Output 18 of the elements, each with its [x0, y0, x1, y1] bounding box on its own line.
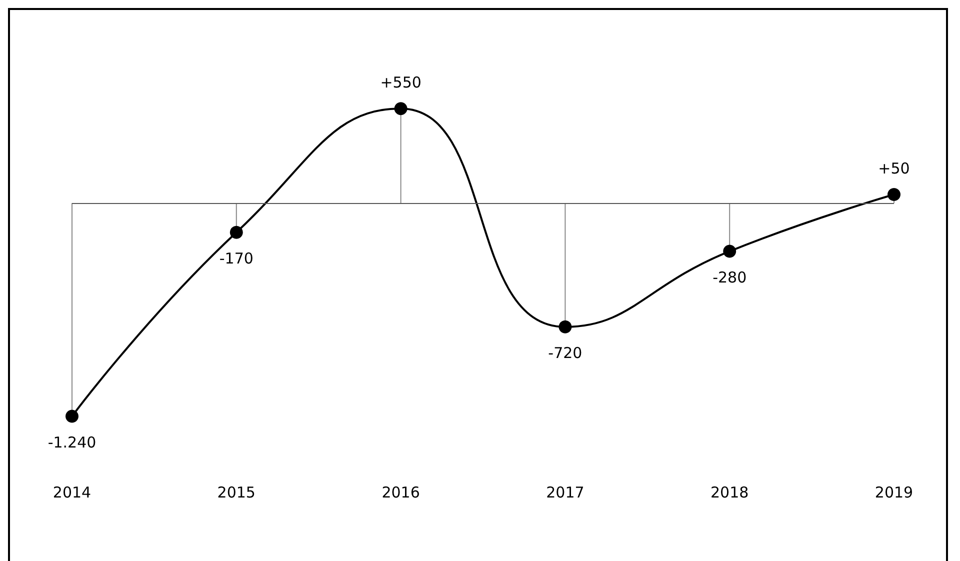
x-tick-label: 2019 — [874, 484, 914, 502]
point — [394, 102, 408, 116]
x-tick-label: 2014 — [52, 484, 92, 502]
point — [66, 410, 78, 423]
point — [723, 244, 736, 258]
data-label: -280 — [712, 268, 747, 286]
data-label: +50 — [878, 160, 910, 178]
point — [558, 320, 572, 334]
point — [230, 226, 243, 239]
data-label: -720 — [548, 344, 582, 362]
data-label: -1.240 — [48, 433, 96, 452]
x-tick-label: 2017 — [546, 484, 584, 502]
data-label: +550 — [380, 74, 422, 92]
x-tick-label: 2015 — [217, 484, 256, 502]
x-tick-label: 2016 — [382, 484, 420, 502]
point — [888, 188, 900, 202]
x-tick-label: 2018 — [710, 484, 749, 502]
data-label: -170 — [219, 249, 254, 268]
